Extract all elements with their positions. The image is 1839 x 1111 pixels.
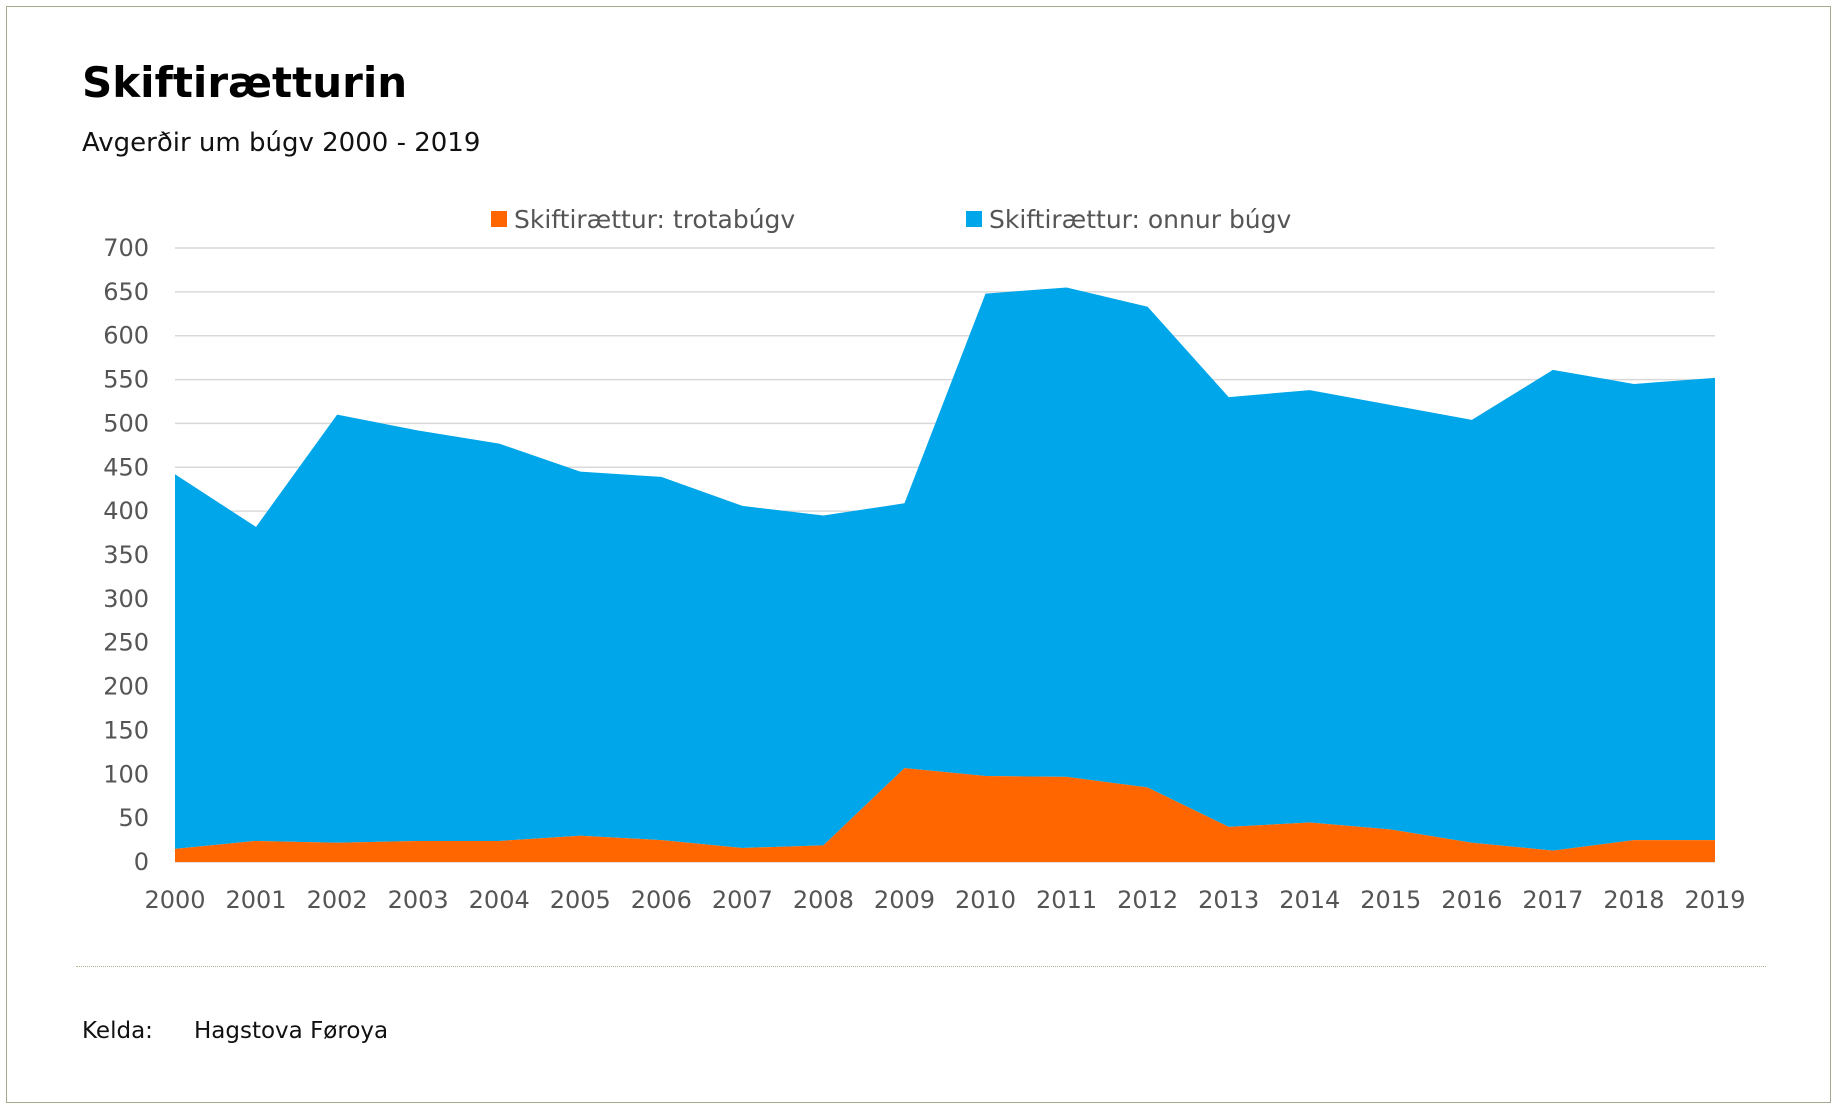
y-tick-label: 0 xyxy=(134,848,149,876)
x-tick-label: 2014 xyxy=(1279,886,1340,914)
y-tick-label: 450 xyxy=(103,453,149,481)
area-series-0 xyxy=(175,768,1715,862)
source-value: Hagstova Føroya xyxy=(194,1018,389,1044)
y-tick-label: 200 xyxy=(103,673,149,701)
x-tick-label: 2018 xyxy=(1603,886,1664,914)
chart-subtitle: Avgerðir um búgv 2000 - 2019 xyxy=(82,128,481,158)
x-tick-label: 2015 xyxy=(1360,886,1421,914)
x-tick-label: 2009 xyxy=(874,886,935,914)
y-tick-label: 300 xyxy=(103,585,149,613)
footer-divider xyxy=(76,966,1766,967)
x-tick-label: 2017 xyxy=(1522,886,1583,914)
stacked-areas xyxy=(175,287,1715,862)
legend-swatch-0 xyxy=(491,211,507,227)
y-tick-label: 400 xyxy=(103,497,149,525)
y-tick-label: 700 xyxy=(103,234,149,262)
x-axis-ticks: 2000 2001 2002 2003 2004 2005 2006 2007 2008 2009… xyxy=(144,886,1745,914)
source-label: Kelda: xyxy=(82,1018,153,1044)
x-tick-label: 2003 xyxy=(388,886,449,914)
y-tick-label: 500 xyxy=(103,409,149,437)
chart-title: Skiftirætturin xyxy=(82,58,408,107)
x-tick-label: 2010 xyxy=(955,886,1016,914)
x-tick-label: 2001 xyxy=(226,886,287,914)
x-tick-label: 2011 xyxy=(1036,886,1097,914)
x-tick-label: 2000 xyxy=(144,886,205,914)
y-tick-label: 100 xyxy=(103,760,149,788)
legend: Skiftirættur: trotabúgv Skiftirættur: onn… xyxy=(491,205,1292,234)
x-tick-label: 2013 xyxy=(1198,886,1259,914)
y-axis-ticks: 0 50 100 150 200 250 300 350 400 450 500 550 600 650 7… xyxy=(103,234,149,876)
y-tick-label: 50 xyxy=(118,804,149,832)
x-tick-label: 2004 xyxy=(469,886,530,914)
y-tick-label: 250 xyxy=(103,629,149,657)
legend-swatch-1 xyxy=(966,211,982,227)
y-tick-label: 650 xyxy=(103,278,149,306)
y-tick-label: 600 xyxy=(103,322,149,350)
x-tick-label: 2019 xyxy=(1684,886,1745,914)
x-tick-label: 2008 xyxy=(793,886,854,914)
legend-label-0: Skiftirættur: trotabúgv xyxy=(514,205,795,234)
x-tick-label: 2002 xyxy=(307,886,368,914)
y-tick-label: 350 xyxy=(103,541,149,569)
y-tick-label: 150 xyxy=(103,716,149,744)
x-tick-label: 2007 xyxy=(712,886,773,914)
x-tick-label: 2012 xyxy=(1117,886,1178,914)
x-tick-label: 2016 xyxy=(1441,886,1502,914)
x-tick-label: 2005 xyxy=(550,886,611,914)
y-tick-label: 550 xyxy=(103,366,149,394)
legend-label-1: Skiftirættur: onnur búgv xyxy=(989,205,1292,234)
x-tick-label: 2006 xyxy=(631,886,692,914)
area-series-1 xyxy=(175,287,1715,851)
